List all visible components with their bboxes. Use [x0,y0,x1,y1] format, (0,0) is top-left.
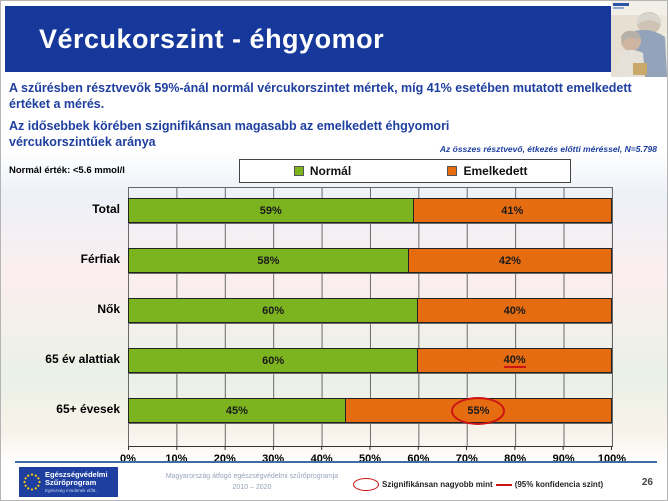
confidence-label: (95% konfidencia szint) [514,480,604,489]
intro-paragraph-2: Az idősebbek körében szignifikánsan maga… [9,119,450,150]
stacked-bar-chart: Total Férfiak Nők 65 év alattiak 65+ évesek … [9,187,626,465]
elevated-swatch-icon [447,166,458,176]
bar-value-label: 60% [262,304,285,317]
bar-segment-emelkedett: 55% [345,396,612,425]
bar-segment-normál: 45% [128,398,346,423]
row-label: 65+ évesek [56,402,120,416]
bar-row: 60% 40% [128,348,612,373]
significance-label: Szignifikánsan nagyobb mint [382,480,493,489]
bar-segment-normál: 60% [128,298,419,323]
bar-row: 60% 40% [128,298,612,323]
program-line-1: Magyarország átfogó egészségvédelmi szűr… [165,473,339,480]
plot-area: 0% 10% 20% 30% 40% 50% 60% 70% 80% 90% 100% 59% 41%… [120,187,626,465]
x-axis-labels: 0% 10% 20% 30% 40% 50% 60% 70% 80% 90% 100% [120,453,626,467]
sample-note: Az összes résztvevő, étkezés előtti méré… [439,144,657,154]
bar-value-label: 40% [503,353,526,368]
bar-value-label: 58% [257,254,280,267]
logo-title: Egészségvédelmi [45,470,108,480]
logo-tagline: Egészség mindenek előtt.. [45,487,98,493]
bar-value-label: 60% [262,354,285,367]
legend-label-elevated: Emelkedett [463,164,528,178]
page-title: Vércukorszint - éhgyomor [39,23,385,54]
bar-segment-normál: 60% [128,348,419,373]
row-label: Nők [97,302,120,316]
logo-text: Egészségvédelmi Szűrőprogram Egészség mi… [45,470,108,493]
bar-row: 58% 42% [128,248,612,273]
bar-row: 59% 41% [128,198,612,223]
normal-range-note: Normál érték: <5.6 mmol/l [9,165,125,176]
bar-segment-emelkedett: 40% [418,348,612,373]
program-line-2: 2010 – 2020 [232,483,272,491]
x-axis-tick-label: 50% [358,453,382,465]
bar-row: 45% 55% [128,396,612,425]
x-axis-tick-label: 80% [504,453,527,465]
title-bar: Vércukorszint - éhgyomor [5,6,611,72]
bar-segment-normál: 58% [128,248,409,273]
bar-value-label: 41% [501,204,524,217]
bar-segment-normál: 59% [128,198,414,223]
x-axis-tick-label: 0% [120,453,136,465]
program-logo: Egészségvédelmi Szűrőprogram Egészség mi… [19,467,118,497]
bar-value-label: 42% [498,254,521,267]
x-axis-tick-label: 40% [310,453,333,465]
x-axis-tick-label: 30% [262,453,285,465]
intro-paragraph-1: A szűrésben résztvevők 59%-ánál normál v… [9,81,632,112]
legend-item-elevated: Emelkedett [405,160,570,182]
x-axis-tick-label: 90% [552,453,575,465]
row-label: 65 év alattiak [45,352,120,366]
chart-legend: Normál Emelkedett [239,159,571,183]
x-axis-tick-label: 20% [213,453,236,465]
elderly-couple-photo [611,1,667,77]
footer-divider [15,461,657,463]
bar-value-label: 59% [259,204,282,217]
legend-label-normal: Normál [309,164,352,178]
eu-stars-icon [23,473,41,491]
x-axis-ticks [128,446,612,450]
red-line-icon [495,483,512,486]
x-axis-tick-label: 70% [455,453,478,465]
row-label: Férfiak [80,252,120,266]
category-labels: Total Férfiak Nők 65 év alattiak 65+ évesek [9,187,128,447]
normal-swatch-icon [293,166,304,176]
page-number: 26 [641,477,653,488]
red-ellipse-annotation [451,396,506,425]
bar-value-label: 45% [225,404,248,417]
photo-illustration [611,1,667,77]
x-axis-tick-label: 100% [597,453,627,465]
x-axis-tick-label: 10% [165,453,188,465]
bar-segment-emelkedett: 41% [413,198,612,223]
bar-segment-emelkedett: 42% [408,248,612,273]
program-description: Magyarország átfogó egészségvédelmi szűr… [119,472,385,493]
logo-subtitle: Szűrőprogram [45,478,97,488]
bar-value-label: 40% [503,304,526,317]
significance-legend: Szignifikánsan nagyobb mint (95% konfide… [353,478,603,491]
legend-item-normal: Normál [240,160,405,182]
row-label: Total [92,202,120,216]
bar-segment-emelkedett: 40% [418,298,612,323]
x-axis-tick-label: 60% [407,453,430,465]
red-ellipse-icon [353,478,379,491]
